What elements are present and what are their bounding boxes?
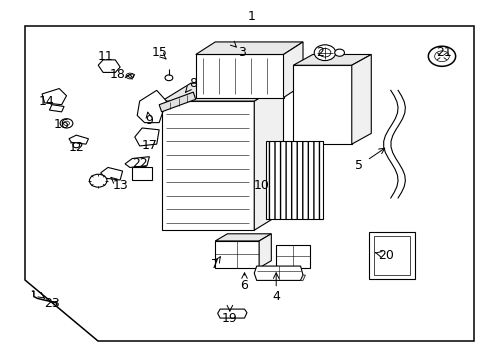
Text: 6: 6 <box>240 279 248 292</box>
Text: 20: 20 <box>377 249 393 262</box>
Polygon shape <box>101 167 122 180</box>
Polygon shape <box>293 65 351 144</box>
Text: 3: 3 <box>238 46 245 59</box>
Polygon shape <box>373 235 409 275</box>
Polygon shape <box>161 83 283 101</box>
Text: 23: 23 <box>44 297 60 310</box>
Polygon shape <box>137 90 166 123</box>
Text: 2: 2 <box>316 46 324 59</box>
Text: 18: 18 <box>110 68 125 81</box>
Text: 8: 8 <box>189 77 197 90</box>
Polygon shape <box>254 83 283 230</box>
Circle shape <box>164 75 172 81</box>
Polygon shape <box>161 101 254 230</box>
Circle shape <box>334 49 344 56</box>
Text: 15: 15 <box>151 46 167 59</box>
Text: 12: 12 <box>68 141 84 154</box>
Polygon shape <box>98 60 120 72</box>
Text: 14: 14 <box>39 95 55 108</box>
Circle shape <box>434 51 448 62</box>
Text: 9: 9 <box>145 114 153 127</box>
Polygon shape <box>159 92 195 112</box>
Polygon shape <box>195 42 303 54</box>
Circle shape <box>89 174 107 187</box>
Polygon shape <box>293 54 370 65</box>
Polygon shape <box>215 241 259 268</box>
Text: 5: 5 <box>354 159 363 172</box>
Polygon shape <box>283 42 303 98</box>
Polygon shape <box>259 234 271 268</box>
Text: 7: 7 <box>211 258 219 271</box>
Polygon shape <box>49 105 64 112</box>
Polygon shape <box>42 89 66 105</box>
Polygon shape <box>217 309 246 318</box>
Polygon shape <box>276 244 310 268</box>
Polygon shape <box>195 54 283 98</box>
Circle shape <box>73 143 80 148</box>
Text: 17: 17 <box>141 139 157 152</box>
Polygon shape <box>125 157 149 167</box>
Text: 13: 13 <box>112 179 128 192</box>
Polygon shape <box>351 54 370 144</box>
Polygon shape <box>69 135 88 144</box>
Polygon shape <box>368 232 414 279</box>
Text: 4: 4 <box>272 290 280 303</box>
Text: 10: 10 <box>253 179 269 192</box>
Polygon shape <box>25 26 473 341</box>
Circle shape <box>319 48 330 57</box>
Polygon shape <box>132 167 152 180</box>
Text: 21: 21 <box>436 46 451 59</box>
Polygon shape <box>215 234 271 241</box>
Text: 22: 22 <box>132 157 147 170</box>
Text: 11: 11 <box>98 50 113 63</box>
Text: 16: 16 <box>54 118 69 131</box>
Polygon shape <box>135 128 159 146</box>
Text: 19: 19 <box>222 311 237 325</box>
Polygon shape <box>300 275 305 280</box>
Circle shape <box>60 119 73 128</box>
Circle shape <box>427 46 455 66</box>
Polygon shape <box>266 140 322 220</box>
Circle shape <box>63 121 69 126</box>
Circle shape <box>314 45 335 60</box>
Polygon shape <box>254 266 303 280</box>
Text: 1: 1 <box>247 10 255 23</box>
